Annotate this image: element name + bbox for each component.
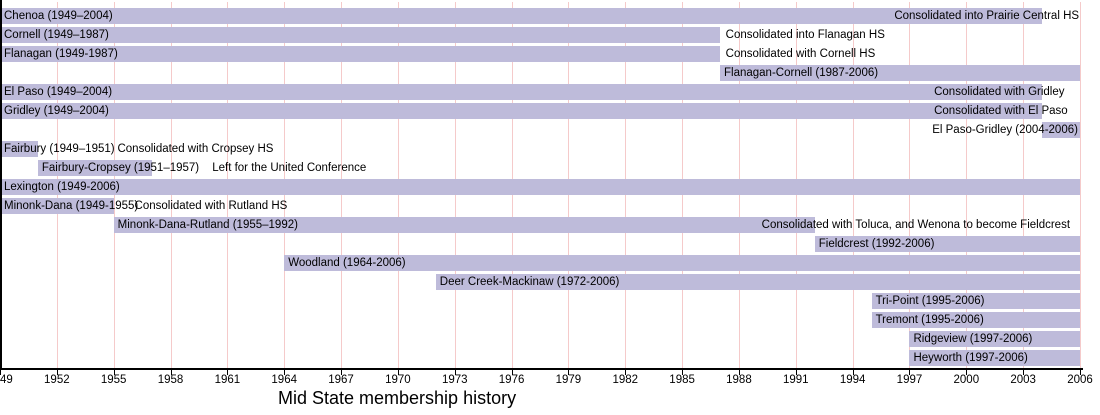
gridline-2006 xyxy=(1080,2,1081,368)
bar-annotation: Consolidated with Rutland HS xyxy=(134,200,288,212)
x-tick-mark xyxy=(56,370,58,375)
x-tick-label: 1952 xyxy=(44,374,70,386)
x-tick-label: 1976 xyxy=(498,374,525,386)
x-tick-mark xyxy=(625,370,627,375)
x-tick-mark xyxy=(682,370,684,375)
bar-annotation: Consolidated with Cropsey HS xyxy=(117,143,274,155)
bar-annotation: Left for the United Conference xyxy=(212,162,367,174)
timeline-bar xyxy=(0,84,1043,100)
x-tick-mark xyxy=(568,370,570,375)
bar-label: Deer Creek-Mackinaw (1972-2006) xyxy=(439,276,620,288)
bar-label: Flanagan-Cornell (1987-2006) xyxy=(724,67,879,79)
x-tick-label: 1988 xyxy=(726,374,752,386)
timeline-bar xyxy=(909,331,1080,347)
x-tick-mark xyxy=(511,370,513,375)
timeline-bar xyxy=(0,179,1080,195)
bar-label: Fairbury-Cropsey (1951–1957) xyxy=(41,162,200,174)
timeline-bar xyxy=(1042,122,1080,138)
x-tick-label: 1964 xyxy=(271,374,297,386)
timeline-bar xyxy=(284,255,1080,271)
x-axis xyxy=(0,368,1083,370)
bar-annotation: Consolidated with El Paso xyxy=(934,105,1068,117)
bar-annotation: Consolidated with Cornell HS xyxy=(725,48,876,60)
x-tick-mark xyxy=(341,370,343,375)
timeline-bar xyxy=(871,312,1080,328)
timeline-bar xyxy=(720,65,1080,81)
x-tick-label: 2000 xyxy=(953,374,980,386)
timeline-bar xyxy=(435,274,1080,290)
timeline-bar xyxy=(909,350,1080,366)
x-tick-label: 1961 xyxy=(214,374,241,386)
bar-label: Minonk-Dana-Rutland (1955–1992) xyxy=(117,219,298,231)
x-tick-mark xyxy=(113,370,115,375)
x-tick-mark xyxy=(966,370,968,375)
timeline-bar xyxy=(0,8,1043,24)
x-tick-mark xyxy=(170,370,172,375)
bar-label: Chenoa (1949–2004) xyxy=(4,10,113,22)
x-tick-mark xyxy=(227,370,229,375)
x-tick-label: 1985 xyxy=(669,374,695,386)
timeline-bar xyxy=(37,160,152,176)
x-tick-label: 2006 xyxy=(1067,374,1093,386)
bar-label: El Paso-Gridley (2004-2006) xyxy=(932,124,1078,136)
x-tick-label: 1979 xyxy=(555,374,582,386)
bar-label: Tremont (1995-2006) xyxy=(875,314,984,326)
chart-title: Mid State membership history xyxy=(278,388,517,408)
bar-label: Fieldcrest (1992-2006) xyxy=(818,238,935,250)
x-tick-label: 1982 xyxy=(612,374,639,386)
x-tick-mark xyxy=(795,370,797,375)
x-tick-mark xyxy=(454,370,456,375)
x-tick-label: 1973 xyxy=(441,374,468,386)
x-tick-mark xyxy=(284,370,286,375)
bar-annotation: Consolidated into Prairie Central HS xyxy=(894,10,1080,22)
timeline-bar xyxy=(814,236,1080,252)
bar-label: Gridley (1949–2004) xyxy=(4,105,109,117)
bar-label: Fairbury (1949–1951) xyxy=(4,143,115,155)
bar-annotation: Consolidated into Flanagan HS xyxy=(725,29,885,41)
y-axis xyxy=(0,0,2,370)
x-tick-label: 1970 xyxy=(385,374,411,386)
x-tick-mark xyxy=(909,370,911,375)
x-tick-label: 1991 xyxy=(782,374,809,386)
bar-label: Woodland (1964-2006) xyxy=(288,257,406,269)
x-tick-mark xyxy=(852,370,854,375)
x-tick-mark xyxy=(1023,370,1025,375)
bar-label: Flanagan (1949-1987) xyxy=(4,48,118,60)
x-tick-mark xyxy=(0,370,1,375)
x-tick-label: 1994 xyxy=(839,374,866,386)
bar-annotation: Consolidated with Toluca, and Wenona to … xyxy=(761,219,1071,231)
bar-label: Ridgeview (1997-2006) xyxy=(913,333,1033,345)
timeline-bar xyxy=(0,27,720,43)
bar-label: Heyworth (1997-2006) xyxy=(913,352,1028,364)
bar-label: Cornell (1949–1987) xyxy=(4,29,109,41)
x-tick-label: 1949 xyxy=(0,374,13,386)
timeline-bar xyxy=(0,198,114,214)
x-tick-mark xyxy=(397,370,399,375)
x-tick-label: 1997 xyxy=(896,374,923,386)
x-tick-label: 1955 xyxy=(100,374,127,386)
bar-label: Tri-Point (1995-2006) xyxy=(875,295,985,307)
timeline-bar xyxy=(0,103,1043,119)
bar-annotation: Consolidated with Gridley xyxy=(934,86,1065,98)
timeline-bar xyxy=(871,293,1080,309)
x-tick-label: 1967 xyxy=(328,374,354,386)
bar-label: Lexington (1949-2006) xyxy=(4,181,120,193)
x-tick-label: 1958 xyxy=(157,374,184,386)
bar-label: Minonk-Dana (1949-1955) xyxy=(4,200,139,212)
timeline-bar xyxy=(113,217,815,233)
timeline-bar xyxy=(0,46,720,62)
bar-label: El Paso (1949–2004) xyxy=(4,86,113,98)
x-tick-mark xyxy=(1080,370,1081,375)
x-tick-label: 2003 xyxy=(1010,374,1036,386)
timeline-bar xyxy=(0,141,38,157)
x-tick-mark xyxy=(738,370,740,375)
